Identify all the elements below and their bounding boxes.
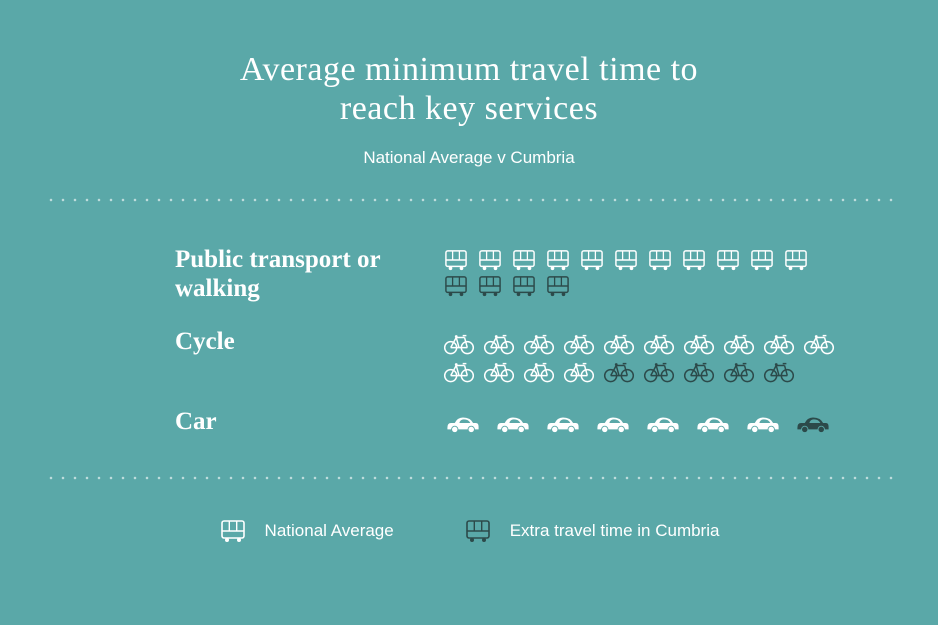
car-icon bbox=[640, 410, 686, 436]
car-icon bbox=[440, 410, 486, 436]
bus-icon bbox=[508, 274, 540, 298]
car-icon bbox=[740, 410, 786, 436]
cycle-icon bbox=[760, 330, 798, 356]
bus-icon bbox=[542, 274, 574, 298]
bus-icon bbox=[746, 248, 778, 272]
title-line-1: Average minimum travel time to bbox=[240, 51, 698, 88]
bus-icon bbox=[712, 248, 744, 272]
cycle-icon bbox=[520, 358, 558, 384]
bus-icon bbox=[644, 248, 676, 272]
row-cycle: Cycle bbox=[175, 328, 893, 384]
car-icon bbox=[690, 410, 736, 436]
cycle-icon bbox=[600, 358, 638, 384]
bus-icon bbox=[464, 518, 492, 544]
subtitle: National Average v Cumbria bbox=[45, 148, 893, 168]
legend-extra: Extra travel time in Cumbria bbox=[464, 518, 720, 544]
car-icon bbox=[590, 410, 636, 436]
cycle-icon bbox=[600, 330, 638, 356]
row-icons bbox=[440, 246, 840, 298]
page-title: Average minimum travel time to reach key… bbox=[45, 50, 893, 128]
row-public-transport: Public transport or walking bbox=[175, 246, 893, 304]
bus-icon bbox=[576, 248, 608, 272]
cycle-icon bbox=[480, 358, 518, 384]
cycle-icon bbox=[640, 330, 678, 356]
bus-icon bbox=[508, 248, 540, 272]
cycle-icon bbox=[440, 330, 478, 356]
bus-icon bbox=[542, 248, 574, 272]
cycle-icon bbox=[640, 358, 678, 384]
cycle-icon bbox=[440, 358, 478, 384]
cycle-icon bbox=[560, 330, 598, 356]
data-rows: Public transport or walking Cycle Car bbox=[45, 216, 893, 462]
cycle-icon bbox=[480, 330, 518, 356]
bus-icon bbox=[610, 248, 642, 272]
cycle-icon bbox=[680, 330, 718, 356]
title-line-2: reach key services bbox=[340, 90, 598, 127]
infographic-container: Average minimum travel time to reach key… bbox=[0, 0, 938, 584]
cycle-icon bbox=[800, 330, 838, 356]
cycle-icon bbox=[560, 358, 598, 384]
bus-icon bbox=[474, 274, 506, 298]
cycle-icon bbox=[680, 358, 718, 384]
divider-bottom bbox=[45, 476, 893, 480]
cycle-icon bbox=[720, 358, 758, 384]
bus-icon bbox=[474, 248, 506, 272]
bus-icon bbox=[440, 274, 472, 298]
cycle-icon bbox=[760, 358, 798, 384]
cycle-icon bbox=[520, 330, 558, 356]
row-car: Car bbox=[175, 408, 893, 437]
legend-national-label: National Average bbox=[265, 521, 394, 541]
car-icon bbox=[490, 410, 536, 436]
bus-icon bbox=[678, 248, 710, 272]
legend-national: National Average bbox=[219, 518, 394, 544]
row-label: Car bbox=[175, 408, 440, 437]
divider-top bbox=[45, 198, 893, 202]
bus-icon bbox=[780, 248, 812, 272]
row-label: Cycle bbox=[175, 328, 440, 357]
legend: National Average Extra travel time in Cu… bbox=[45, 494, 893, 544]
car-icon bbox=[540, 410, 586, 436]
bus-icon bbox=[219, 518, 247, 544]
row-icons bbox=[440, 408, 836, 436]
row-label: Public transport or walking bbox=[175, 246, 440, 304]
row-icons bbox=[440, 328, 850, 384]
legend-extra-label: Extra travel time in Cumbria bbox=[510, 521, 720, 541]
bus-icon bbox=[440, 248, 472, 272]
cycle-icon bbox=[720, 330, 758, 356]
car-icon bbox=[790, 410, 836, 436]
